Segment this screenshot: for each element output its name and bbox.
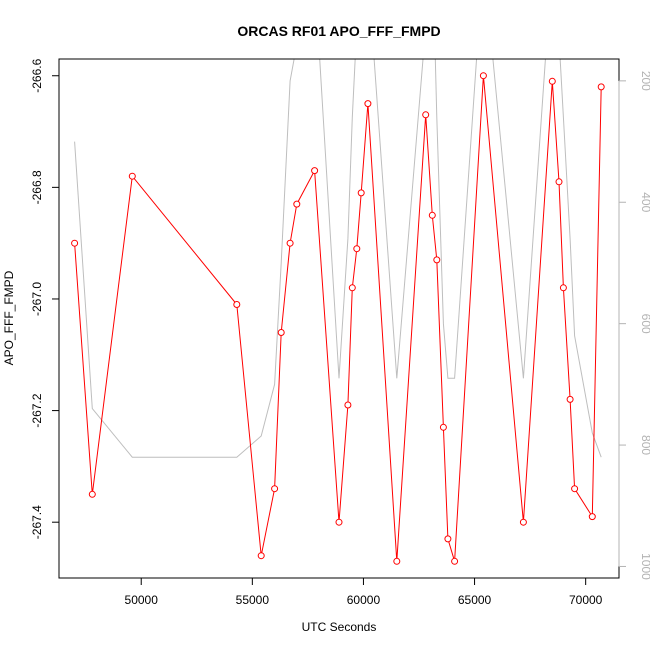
data-point: [364, 100, 372, 108]
y2-tick-label: 400: [639, 192, 650, 212]
data-point: [353, 245, 361, 253]
data-point: [257, 552, 265, 560]
data-point: [444, 535, 452, 543]
data-point: [348, 284, 356, 292]
data-point: [393, 557, 401, 565]
data-point: [71, 239, 79, 247]
y-tick-label: -267.4: [30, 505, 44, 539]
data-point: [335, 518, 343, 526]
x-axis: 50000 55000 60000 65000 70000: [125, 577, 603, 607]
data-point: [311, 167, 319, 175]
data-point: [451, 557, 459, 565]
x-tick-label: 50000: [125, 593, 159, 607]
data-point: [233, 301, 241, 308]
secondary-y-axis: 200 400 600 800 1000: [618, 71, 650, 580]
data-point: [597, 83, 605, 91]
data-point: [88, 490, 96, 498]
x-tick-label: 70000: [569, 593, 603, 607]
data-point: [357, 189, 365, 197]
y-tick-label: -267.2: [30, 393, 44, 427]
x-tick-label: 65000: [458, 593, 492, 607]
y2-tick-label: 800: [639, 435, 650, 455]
primary-series-line: [74, 75, 602, 562]
data-point: [571, 485, 579, 493]
plot-frame: [58, 58, 620, 579]
y-axis-label: APO_FFF_FMPD: [2, 270, 16, 365]
y-tick-label: -266.8: [30, 170, 44, 204]
data-point: [548, 77, 556, 85]
x-axis-label: UTC Seconds: [302, 620, 377, 634]
data-point: [277, 329, 285, 336]
y-tick-label: -267.0: [30, 282, 44, 316]
data-point: [439, 423, 447, 431]
data-point: [428, 211, 436, 219]
primary-series-layer: [71, 72, 605, 565]
chart-title: ORCAS RF01 APO_FFF_FMPD: [237, 23, 440, 39]
data-point: [559, 284, 567, 292]
data-point: [286, 239, 294, 247]
y-axis: -266.6 -266.8 -267.0 -267.2 -267.4: [30, 58, 60, 539]
data-point: [128, 172, 136, 180]
data-point: [588, 513, 596, 521]
data-point: [433, 256, 441, 264]
secondary-series-layer: [74, 59, 602, 458]
x-tick-label: 60000: [347, 593, 381, 607]
y-tick-label: -266.6: [30, 58, 44, 92]
data-point: [293, 200, 301, 208]
y2-tick-label: 600: [639, 314, 650, 334]
data-point: [271, 485, 279, 493]
data-point: [555, 178, 563, 186]
y2-tick-label: 200: [639, 71, 650, 91]
data-point: [566, 395, 574, 403]
data-point: [519, 518, 527, 526]
y2-tick-label: 1000: [639, 553, 650, 580]
data-point: [422, 111, 430, 119]
secondary-series-line: [74, 59, 602, 458]
x-tick-label: 55000: [236, 593, 270, 607]
data-point: [479, 72, 487, 80]
data-point: [344, 401, 352, 409]
